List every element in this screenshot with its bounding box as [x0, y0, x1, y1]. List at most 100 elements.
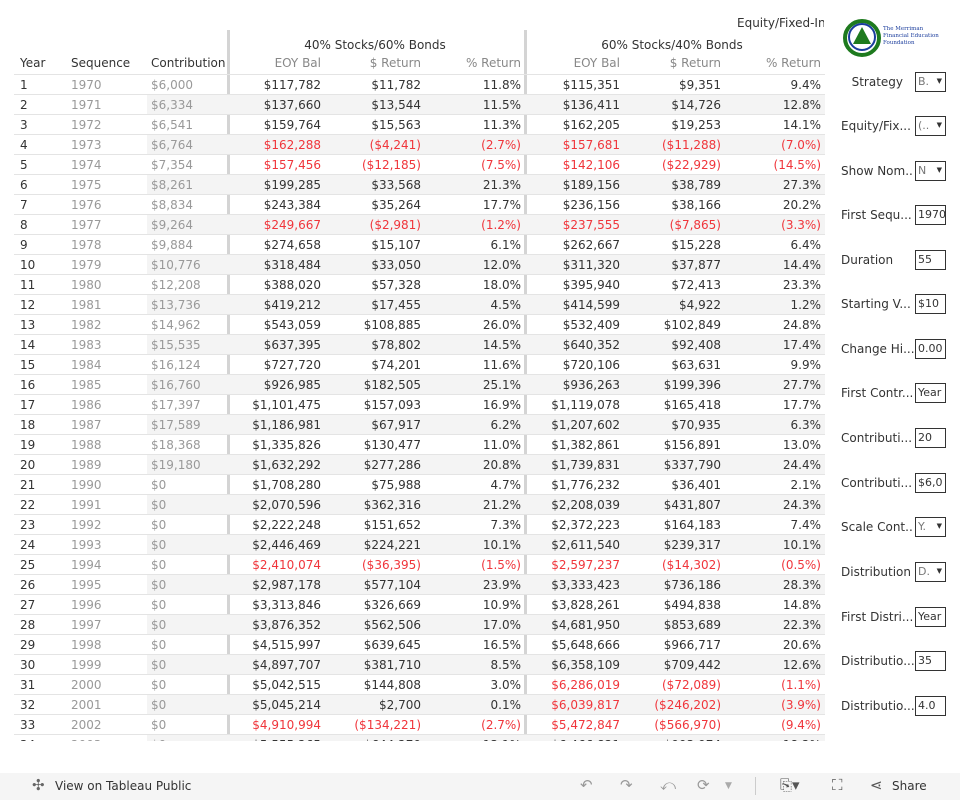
redo-icon[interactable]: ↷	[620, 776, 633, 794]
parameter-input[interactable]: 20	[915, 428, 946, 448]
cell-eoy-bal-40-60: $2,222,248	[252, 518, 321, 532]
cell-year: 22	[20, 498, 36, 512]
cell-year: 18	[20, 418, 36, 432]
cell-eoy-bal-40-60: $1,101,475	[252, 398, 321, 412]
parameter-label: Contributi...	[841, 431, 913, 445]
cell-eoy-bal-60-40: $237,555	[562, 218, 620, 232]
cell-pct-return-40-60: (2.7%)	[481, 138, 521, 152]
row-band	[147, 215, 825, 234]
column-header-sequence: Sequence	[71, 56, 131, 70]
refresh-dropdown-icon[interactable]: ▼	[725, 781, 732, 791]
group-header-60-40: 60% Stocks/40% Bonds	[601, 38, 743, 52]
parameter-label: Equity/Fix...	[841, 119, 911, 133]
cell-eoy-bal-60-40: $5,472,847	[551, 718, 620, 732]
cell-eoy-bal-60-40: $1,119,078	[551, 398, 620, 412]
parameter-dropdown[interactable]: D.	[915, 562, 946, 582]
cell-eoy-bal-40-60: $388,020	[263, 278, 321, 292]
cell-sequence: 2000	[71, 678, 102, 692]
cell-pct-return-60-40: 9.9%	[790, 358, 822, 372]
cell-sequence: 1990	[71, 478, 102, 492]
cell-sequence: 1977	[71, 218, 102, 232]
parameter-input[interactable]: 4.0	[915, 696, 946, 716]
parameter-dropdown[interactable]: B.	[915, 72, 946, 92]
parameter-input[interactable]: 55	[915, 250, 946, 270]
cell-dollar-return-60-40: $36,401	[671, 478, 721, 492]
cell-pct-return-60-40: (1.1%)	[781, 678, 821, 692]
table-row: 9 1978 $9,884 $274,658 $15,107 6.1% $262,667 $1…	[14, 234, 825, 254]
cell-pct-return-40-60: 11.0%	[482, 438, 521, 452]
parameter-input[interactable]: 1970	[915, 205, 946, 225]
cell-pct-return-60-40: 24.8%	[782, 318, 821, 332]
cell-contribution: $14,962	[151, 318, 201, 332]
cell-dollar-return-60-40: $38,166	[671, 198, 721, 212]
cell-eoy-bal-40-60: $243,384	[263, 198, 321, 212]
table-row: 34 2003 $0 $5,555,265 $644,270 13.1% $6,466,82…	[14, 734, 825, 741]
cell-pct-return-40-60: (2.7%)	[481, 718, 521, 732]
share-icon[interactable]: ⋖	[870, 776, 883, 794]
cell-eoy-bal-60-40: $1,207,602	[551, 418, 620, 432]
cell-pct-return-40-60: 17.0%	[482, 618, 521, 632]
cell-dollar-return-40-60: $151,652	[363, 518, 421, 532]
parameter-input[interactable]: Year	[915, 607, 946, 627]
cell-contribution: $0	[151, 558, 167, 572]
cell-contribution: $18,368	[151, 438, 201, 452]
cell-contribution: $0	[151, 718, 167, 732]
cell-dollar-return-40-60: ($36,395)	[362, 558, 421, 572]
cell-pct-return-60-40: (3.9%)	[781, 698, 821, 712]
parameter-input[interactable]: 0.00	[915, 339, 946, 359]
parameter-dropdown[interactable]: Y.	[915, 517, 946, 537]
cell-pct-return-60-40: 17.4%	[782, 338, 821, 352]
undo-icon[interactable]: ↶	[580, 776, 593, 794]
parameter-dropdown[interactable]: N	[915, 161, 946, 181]
cell-eoy-bal-40-60: $4,910,994	[252, 718, 321, 732]
cell-dollar-return-40-60: $78,802	[371, 338, 421, 352]
parameter-input[interactable]: $10	[915, 294, 946, 314]
parameter-label: First Contr...	[841, 386, 914, 400]
cell-sequence: 1988	[71, 438, 102, 452]
cell-contribution: $16,124	[151, 358, 201, 372]
row-band	[147, 175, 825, 194]
revert-icon[interactable]: ⤺	[660, 776, 677, 794]
cell-year: 4	[20, 138, 28, 152]
cell-dollar-return-60-40: $709,442	[663, 658, 721, 672]
cell-eoy-bal-40-60: $543,059	[263, 318, 321, 332]
cell-dollar-return-40-60: $74,201	[371, 358, 421, 372]
parameter-input[interactable]: Year	[915, 383, 946, 403]
cell-eoy-bal-40-60: $117,782	[263, 78, 321, 92]
cell-sequence: 2003	[71, 738, 102, 741]
cell-sequence: 1985	[71, 378, 102, 392]
cell-contribution: $0	[151, 618, 167, 632]
row-band	[147, 375, 825, 394]
cell-eoy-bal-40-60: $2,446,469	[252, 538, 321, 552]
column-header-dollar-return-60-40: $ Return	[669, 56, 721, 70]
refresh-icon[interactable]: ⟳	[697, 776, 710, 794]
cell-pct-return-60-40: 12.8%	[782, 98, 821, 112]
fullscreen-icon[interactable]: ⛶	[832, 776, 843, 794]
table-row: 12 1981 $13,736 $419,212 $17,455 4.5% $414,599…	[14, 294, 825, 314]
view-on-tableau-public-link[interactable]: View on Tableau Public	[55, 779, 192, 793]
parameter-dropdown[interactable]: (..	[915, 116, 946, 136]
cell-pct-return-40-60: 7.3%	[490, 518, 522, 532]
cell-contribution: $0	[151, 638, 167, 652]
cell-dollar-return-40-60: $577,104	[363, 578, 421, 592]
row-band	[147, 695, 825, 714]
cell-sequence: 1975	[71, 178, 102, 192]
cell-dollar-return-60-40: ($7,865)	[669, 218, 721, 232]
cell-eoy-bal-40-60: $2,410,074	[252, 558, 321, 572]
share-button[interactable]: Share	[892, 779, 927, 793]
table-row: 23 1992 $0 $2,222,248 $151,652 7.3% $2,372,223…	[14, 514, 825, 534]
parameter-input[interactable]: 35	[915, 651, 946, 671]
cell-eoy-bal-60-40: $4,681,950	[551, 618, 620, 632]
parameter-panel: The Merriman Financial Education Foundat…	[825, 0, 960, 770]
table-row: 21 1990 $0 $1,708,280 $75,988 4.7% $1,776,232 $…	[14, 474, 825, 494]
parameter-input[interactable]: $6,0	[915, 473, 946, 493]
download-icon[interactable]: ⎘▾	[780, 776, 800, 794]
cell-dollar-return-40-60: $2,700	[379, 698, 421, 712]
row-band	[147, 255, 825, 274]
cell-pct-return-40-60: 21.3%	[482, 178, 521, 192]
table-row: 11 1980 $12,208 $388,020 $57,328 18.0% $395,94…	[14, 274, 825, 294]
cell-dollar-return-40-60: $75,988	[371, 478, 421, 492]
row-band	[147, 335, 825, 354]
cell-dollar-return-60-40: ($72,089)	[662, 678, 721, 692]
cell-year: 34	[20, 738, 35, 741]
